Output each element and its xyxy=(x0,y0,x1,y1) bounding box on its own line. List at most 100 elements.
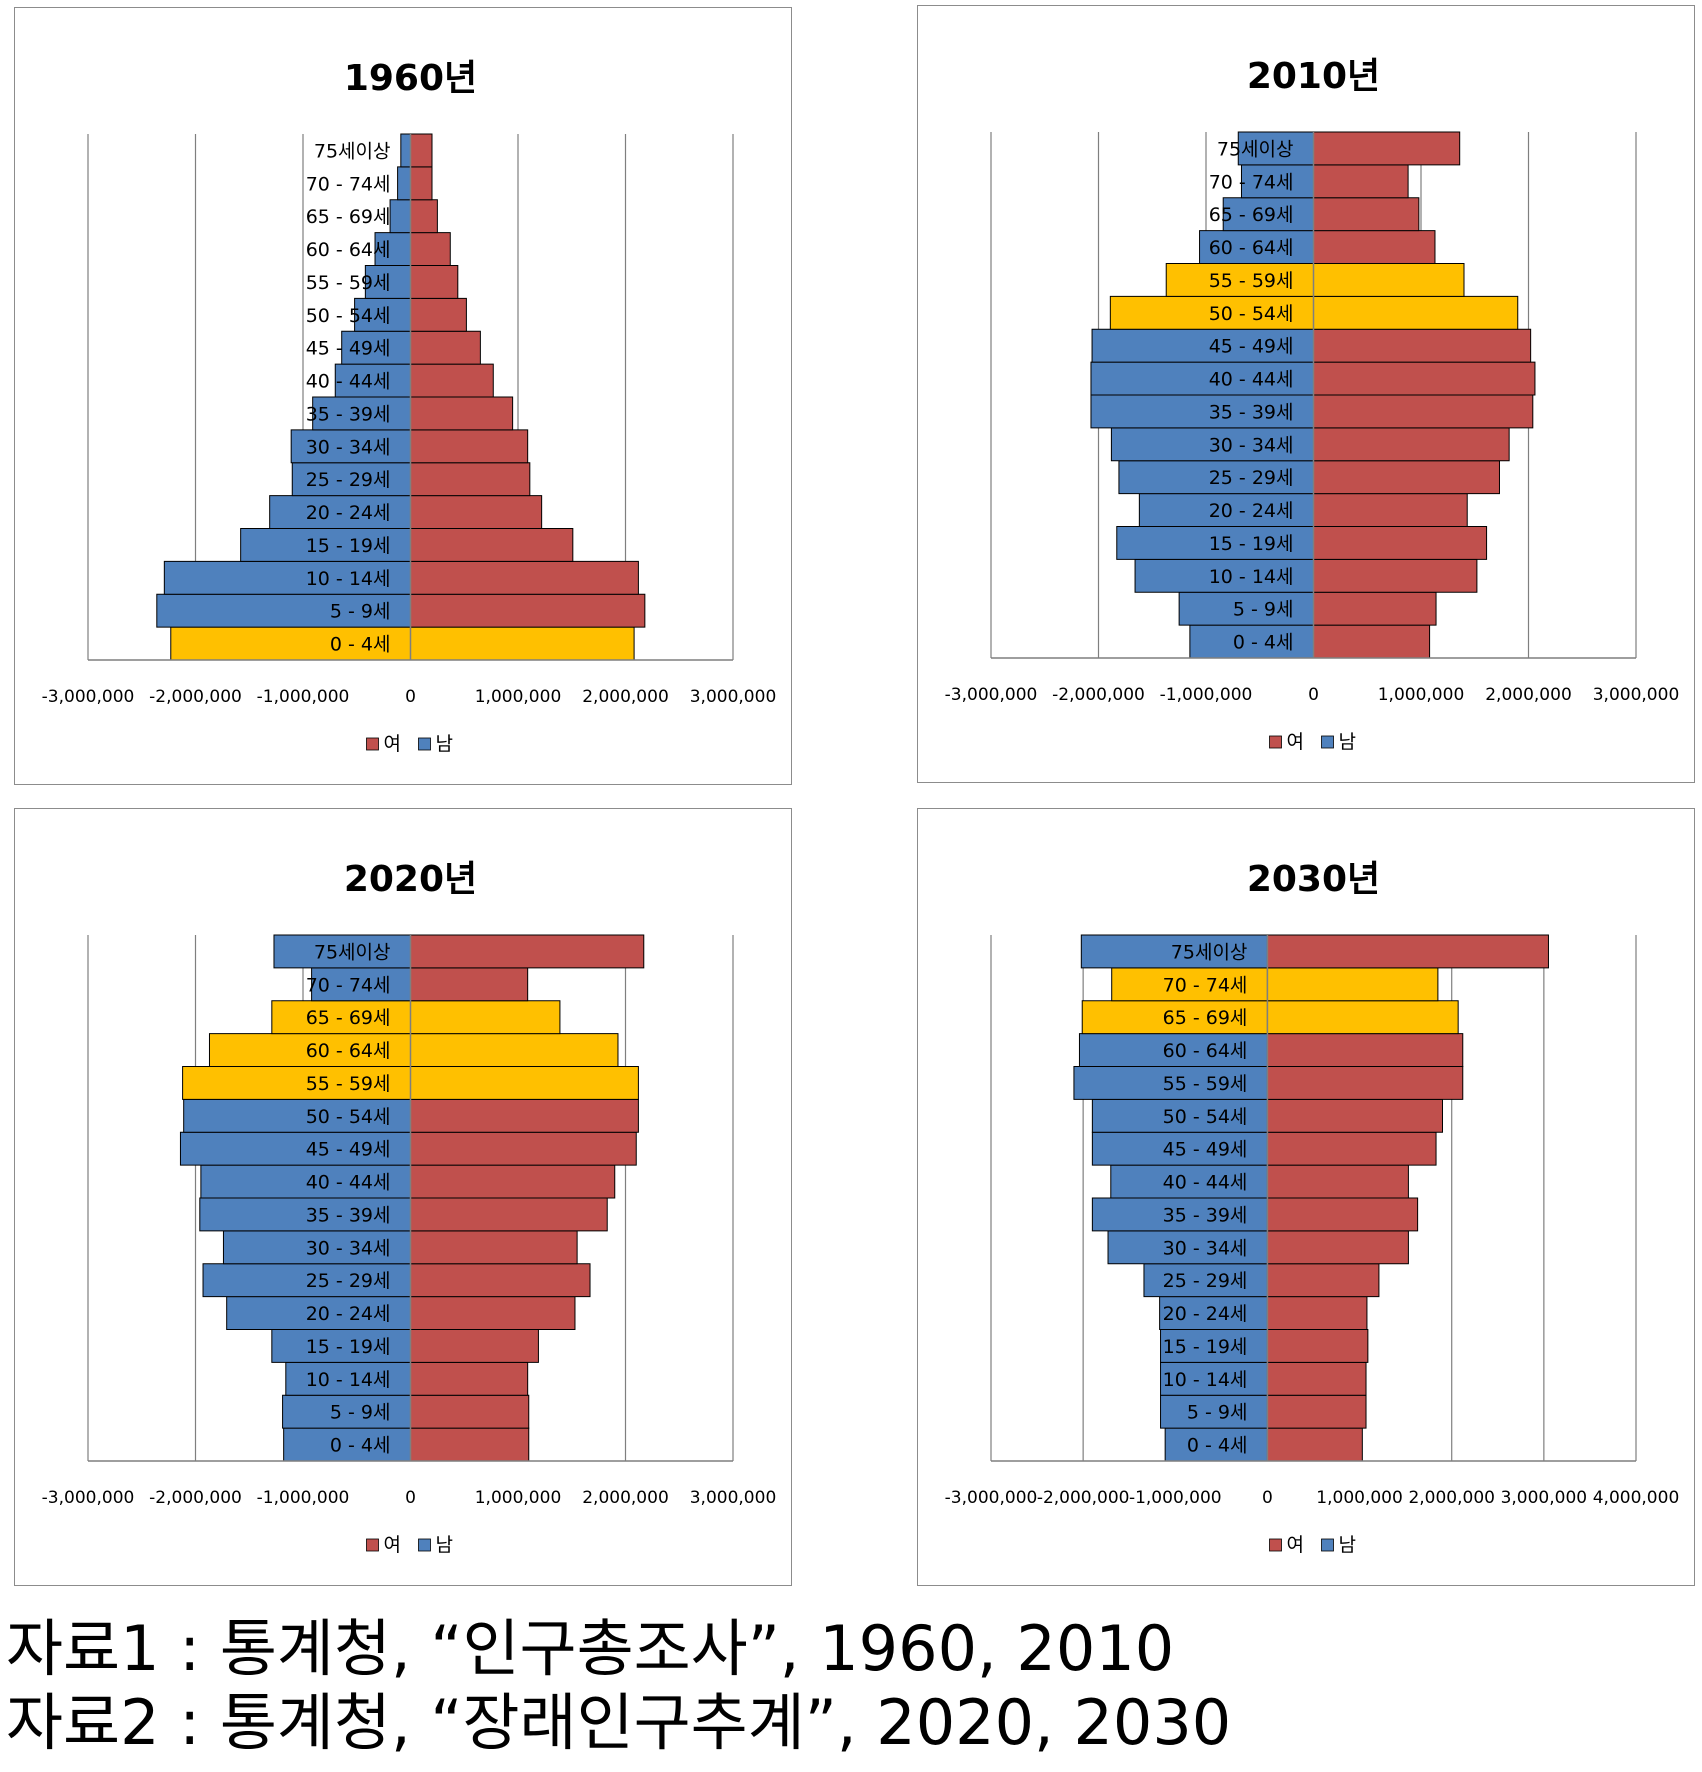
category-label: 60 - 64세 xyxy=(1163,1040,1248,1062)
bar-female xyxy=(1266,1230,1409,1265)
bar-female xyxy=(1266,1361,1367,1396)
category-label: 25 - 29세 xyxy=(306,1270,391,1292)
category-label: 20 - 24세 xyxy=(1163,1303,1248,1325)
source-note-1: 자료1 : 통계청, “인구총조사”, 1960, 2010 xyxy=(6,1612,1175,1685)
legend-swatch-female xyxy=(366,737,379,751)
category-label: 75세이상 xyxy=(1171,941,1248,963)
category-label: 30 - 34세 xyxy=(1163,1237,1248,1259)
category-label: 65 - 69세 xyxy=(306,206,391,228)
bar-male xyxy=(283,1427,411,1462)
x-tick-label: 3,000,000 xyxy=(690,1488,777,1508)
category-label: 75세이상 xyxy=(314,140,391,162)
bar-male xyxy=(1111,967,1268,1002)
category-label: 55 - 59세 xyxy=(306,1073,391,1095)
bar-male xyxy=(1222,197,1315,232)
category-label: 45 - 49세 xyxy=(306,1139,391,1161)
x-tick-label: 3,000,000 xyxy=(1501,1488,1588,1508)
bar-female xyxy=(410,232,451,266)
legend-swatch-male xyxy=(418,1538,431,1552)
bar-female xyxy=(1313,460,1500,495)
x-tick-label: 1,000,000 xyxy=(1316,1488,1403,1508)
chart-panel-2010: 2010년 -3,000,000 -2,000,000 -1,000,000 0 1,00… xyxy=(917,5,1695,783)
category-label: 75세이상 xyxy=(314,941,391,963)
bar-female xyxy=(410,1131,637,1166)
category-label: 25 - 29세 xyxy=(1209,467,1294,489)
category-label: 35 - 39세 xyxy=(306,1204,391,1226)
category-label: 40 - 44세 xyxy=(1209,369,1294,391)
legend-swatch-female xyxy=(366,1538,379,1552)
category-label: 55 - 59세 xyxy=(1163,1073,1248,1095)
bar-female xyxy=(410,265,459,299)
bar-male xyxy=(1116,526,1314,560)
bar-female xyxy=(1266,1033,1464,1067)
category-label: 75세이상 xyxy=(1217,138,1294,160)
chart-title: 2030년 xyxy=(1247,859,1380,900)
bar-male xyxy=(271,1000,412,1035)
bar-female xyxy=(410,560,639,595)
bar-female xyxy=(1266,1263,1380,1298)
category-label: 20 - 24세 xyxy=(306,502,391,524)
x-tick-label: -2,000,000 xyxy=(1052,685,1145,705)
chart-title: 1960년 xyxy=(344,58,477,99)
legend-label-female: 여 xyxy=(384,733,401,755)
bar-female xyxy=(410,166,433,201)
category-label: 5 - 9세 xyxy=(330,1402,391,1424)
bar-female xyxy=(1266,1296,1368,1330)
bar-female xyxy=(1313,493,1468,527)
category-label: 30 - 34세 xyxy=(1209,434,1294,456)
category-label: 40 - 44세 xyxy=(306,1172,391,1194)
x-tick-label: 2,000,000 xyxy=(582,687,669,707)
legend-swatch-male xyxy=(418,737,431,751)
category-label: 70 - 74세 xyxy=(306,173,391,195)
category-label: 10 - 14세 xyxy=(1209,566,1294,588)
bar-female xyxy=(410,199,438,234)
bar-female xyxy=(1313,164,1409,199)
bar-female xyxy=(410,593,646,628)
category-label: 65 - 69세 xyxy=(306,1007,391,1029)
legend-label-female: 여 xyxy=(1287,1534,1304,1556)
bar-female xyxy=(1313,624,1431,659)
x-tick-label: 0 xyxy=(405,687,416,707)
bar-male xyxy=(208,1033,411,1067)
bar-male xyxy=(282,1394,412,1429)
legend-swatch-male xyxy=(1321,735,1334,749)
category-label: 65 - 69세 xyxy=(1163,1007,1248,1029)
chart-title: 2020년 xyxy=(344,859,477,900)
bar-female xyxy=(1313,526,1488,560)
bar-female xyxy=(1313,197,1420,232)
bar-male xyxy=(1080,934,1268,969)
x-tick-label: 0 xyxy=(1262,1488,1273,1508)
bar-female xyxy=(410,495,543,529)
bar-male xyxy=(290,429,411,464)
category-label: 0 - 4세 xyxy=(330,634,391,656)
bar-female xyxy=(410,1098,639,1133)
bar-female xyxy=(410,967,529,1002)
x-tick-label: -3,000,000 xyxy=(42,687,135,707)
category-label: 45 - 49세 xyxy=(1163,1139,1248,1161)
x-tick-label: 2,000,000 xyxy=(1408,1488,1495,1508)
x-tick-label: 3,000,000 xyxy=(1593,685,1680,705)
bar-female xyxy=(410,1361,529,1396)
x-tick-label: -1,000,000 xyxy=(257,687,350,707)
category-label: 10 - 14세 xyxy=(306,1369,391,1391)
category-label: 40 - 44세 xyxy=(1163,1172,1248,1194)
bar-male xyxy=(354,297,412,332)
bar-male xyxy=(1081,1000,1268,1035)
category-label: 70 - 74세 xyxy=(306,974,391,996)
category-label: 30 - 34세 xyxy=(306,1237,391,1259)
legend-swatch-male xyxy=(1321,1538,1334,1552)
legend-swatch-female xyxy=(1269,735,1282,749)
category-label: 60 - 64세 xyxy=(306,239,391,261)
bar-female xyxy=(410,1329,539,1363)
population-pyramid-2: 2020년 -3,000,000 -2,000,000 -1,000,000 0 1,00… xyxy=(42,859,777,1556)
bar-female xyxy=(1313,394,1534,429)
bar-male xyxy=(389,199,412,234)
bar-female xyxy=(410,396,514,431)
bar-male xyxy=(291,462,411,497)
legend-label-male: 남 xyxy=(1339,1534,1356,1556)
bar-male xyxy=(202,1263,411,1298)
bar-female xyxy=(410,1263,591,1298)
bar-male xyxy=(1110,427,1314,462)
bar-female xyxy=(410,1394,530,1429)
bar-male xyxy=(374,232,411,266)
